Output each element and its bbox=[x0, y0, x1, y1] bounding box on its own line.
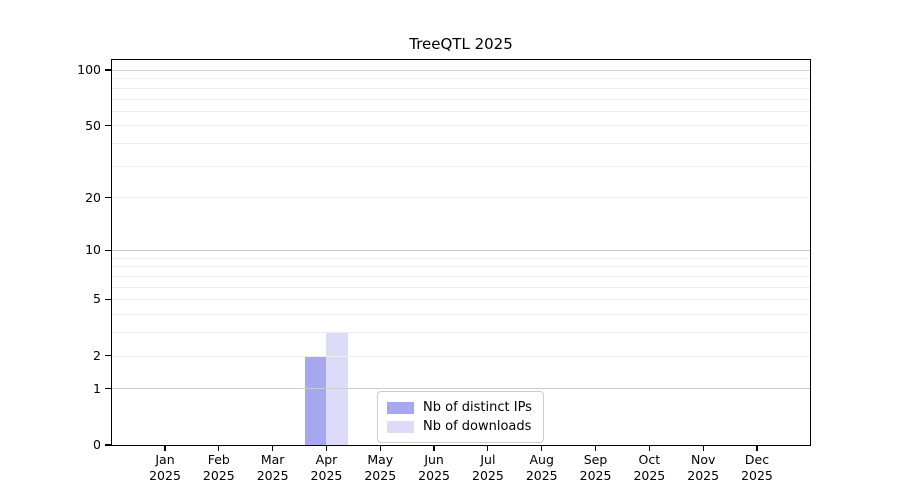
y-gridline-minor bbox=[111, 355, 810, 357]
y-tick-label: 50 bbox=[85, 117, 101, 133]
x-tick bbox=[379, 445, 381, 451]
x-tick bbox=[756, 445, 758, 451]
x-tick-label: Apr 2025 bbox=[310, 452, 343, 483]
x-tick bbox=[218, 445, 220, 451]
y-tick-label: 5 bbox=[93, 291, 101, 307]
y-gridline-minor bbox=[111, 110, 810, 112]
x-tick-label: Mar 2025 bbox=[256, 452, 289, 483]
legend-item: Nb of downloads bbox=[387, 417, 532, 436]
x-tick bbox=[594, 445, 597, 451]
x-tick-label: Sep 2025 bbox=[579, 452, 612, 483]
y-tick-label: 20 bbox=[85, 189, 101, 205]
plot-area bbox=[110, 58, 811, 446]
y-tick-label: 0 bbox=[93, 437, 101, 452]
y-gridline-minor bbox=[111, 314, 810, 316]
y-tick bbox=[105, 197, 112, 199]
x-tick-label: Jun 2025 bbox=[418, 452, 450, 483]
x-tick bbox=[487, 445, 489, 451]
y-gridline-minor bbox=[111, 275, 810, 277]
x-tick bbox=[541, 445, 543, 451]
y-tick bbox=[105, 355, 112, 357]
x-tick-label: Dec 2025 bbox=[741, 452, 773, 483]
y-tick bbox=[105, 388, 112, 390]
chart-title: TreeQTL 2025 bbox=[409, 35, 513, 53]
y-tick-label: 10 bbox=[85, 242, 101, 258]
legend-swatch bbox=[387, 401, 414, 414]
y-gridline-minor bbox=[111, 257, 810, 259]
bar-nb-of-downloads bbox=[326, 332, 348, 445]
x-tick bbox=[433, 445, 435, 451]
y-tick bbox=[105, 124, 112, 127]
y-gridline-minor bbox=[111, 299, 810, 301]
y-tick bbox=[105, 298, 112, 301]
y-gridline-minor bbox=[111, 143, 810, 145]
y-tick bbox=[105, 444, 112, 446]
x-tick bbox=[648, 445, 650, 451]
y-gridline-minor bbox=[111, 197, 810, 199]
x-tick-label: Aug 2025 bbox=[525, 452, 558, 483]
y-gridline-major bbox=[111, 388, 810, 390]
x-tick-label: Jan 2025 bbox=[149, 452, 181, 483]
legend: Nb of distinct IPs Nb of downloads bbox=[377, 391, 544, 443]
y-gridline-minor bbox=[111, 165, 810, 167]
x-tick bbox=[702, 445, 704, 451]
y-gridline-major bbox=[111, 69, 810, 71]
legend-label: Nb of distinct IPs bbox=[423, 400, 532, 415]
x-tick-label: Jul 2025 bbox=[472, 452, 504, 483]
bar-nb-of-distinct-ips bbox=[304, 355, 327, 445]
y-gridline-minor bbox=[111, 332, 810, 334]
y-gridline-minor bbox=[111, 98, 810, 100]
legend-swatch bbox=[387, 420, 414, 433]
y-tick-label: 1 bbox=[93, 380, 101, 396]
legend-label: Nb of downloads bbox=[423, 419, 532, 434]
y-gridline-minor bbox=[111, 78, 810, 80]
y-tick-label: 2 bbox=[93, 347, 101, 363]
y-tick bbox=[105, 69, 112, 71]
y-gridline-minor bbox=[111, 286, 810, 288]
y-gridline-major bbox=[111, 249, 810, 251]
legend-item: Nb of distinct IPs bbox=[387, 398, 532, 417]
x-tick-label: Feb 2025 bbox=[202, 452, 235, 483]
x-tick bbox=[272, 445, 274, 451]
x-tick-label: May 2025 bbox=[364, 452, 397, 483]
y-tick bbox=[105, 249, 112, 251]
x-tick bbox=[164, 445, 166, 451]
y-gridline-minor bbox=[111, 87, 810, 89]
x-tick-label: Oct 2025 bbox=[633, 452, 666, 483]
y-tick-label: 100 bbox=[77, 62, 101, 78]
x-tick bbox=[325, 445, 328, 451]
y-gridline-minor bbox=[111, 266, 810, 268]
y-gridline-minor bbox=[111, 125, 810, 127]
x-tick-label: Nov 2025 bbox=[687, 452, 720, 483]
